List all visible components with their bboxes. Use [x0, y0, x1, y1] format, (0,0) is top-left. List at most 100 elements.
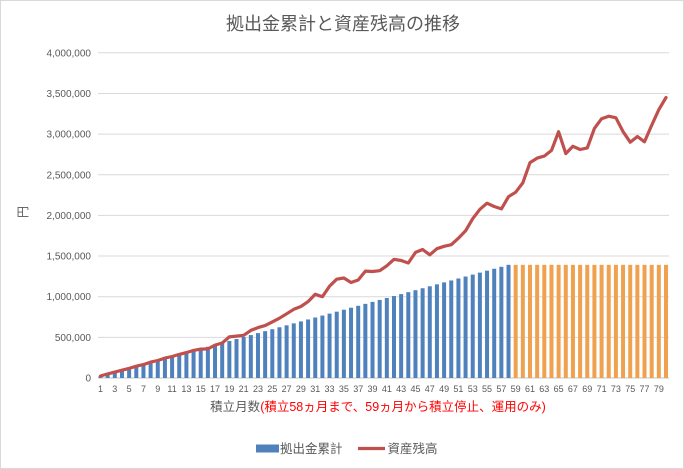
bar-month-7: [141, 364, 146, 378]
bar-month-16: [205, 346, 210, 378]
x-tick-label: 9: [155, 384, 160, 394]
x-axis-title-note: (積立58ヵ月まで、59ヵ月から積立停止、運用のみ): [260, 399, 546, 414]
x-tick-label: 3: [112, 384, 117, 394]
bar-month-37: [356, 305, 361, 378]
bar-month-22: [248, 335, 253, 378]
bar-month-65: [556, 264, 561, 378]
bar-month-42: [391, 296, 396, 378]
x-axis-title-main: 積立月数: [210, 399, 261, 414]
y-tick-label: 2,000,000: [47, 211, 92, 222]
x-tick-label: 23: [253, 384, 263, 394]
bar-month-20: [234, 338, 239, 378]
bar-month-75: [628, 264, 633, 378]
legend-swatch-bar: [256, 444, 279, 453]
x-tick-label: 75: [625, 384, 635, 394]
x-tick-label: 53: [468, 384, 478, 394]
x-tick-label: 65: [554, 384, 564, 394]
legend: 拠出金累計 資産残高: [256, 441, 438, 456]
bar-month-49: [442, 282, 447, 378]
bar-month-33: [327, 313, 332, 378]
x-tick-label: 13: [181, 384, 191, 394]
bar-month-27: [284, 325, 289, 378]
bar-month-73: [613, 264, 618, 378]
bar-month-60: [520, 264, 525, 378]
legend-label-balance: 資産残高: [388, 441, 438, 456]
bar-month-52: [463, 276, 468, 378]
chart-title: 拠出金累計と資産残高の推移: [226, 14, 460, 34]
x-axis-labels: 1 3 5 7 9 11 13 15 17 19 21 23 25 27 29 31 33 35 37 39 41 43 4…: [98, 384, 664, 394]
bar-month-64: [549, 264, 554, 378]
x-tick-label: 79: [654, 384, 664, 394]
x-tick-label: 19: [224, 384, 234, 394]
bar-month-62: [535, 264, 540, 378]
x-tick-label: 43: [396, 384, 406, 394]
bar-month-14: [191, 350, 196, 378]
y-tick-label: 0: [85, 374, 91, 385]
bar-month-13: [184, 352, 189, 378]
bar-month-56: [492, 268, 497, 378]
x-tick-label: 77: [640, 384, 650, 394]
x-tick-label: 49: [439, 384, 449, 394]
x-tick-label: 31: [310, 384, 320, 394]
bar-month-9: [155, 360, 160, 378]
x-tick-label: 55: [482, 384, 492, 394]
x-tick-label: 47: [425, 384, 435, 394]
x-tick-label: 59: [511, 384, 521, 394]
x-tick-label: 39: [368, 384, 378, 394]
x-tick-label: 1: [98, 384, 103, 394]
x-tick-label: 45: [410, 384, 420, 394]
bar-month-11: [170, 356, 175, 378]
x-tick-label: 41: [382, 384, 392, 394]
x-tick-label: 29: [296, 384, 306, 394]
bar-month-69: [585, 264, 590, 378]
bar-month-67: [570, 264, 575, 378]
bar-month-53: [470, 274, 475, 378]
x-tick-label: 21: [239, 384, 249, 394]
x-tick-label: 57: [496, 384, 506, 394]
bar-month-55: [485, 270, 490, 378]
x-tick-label: 61: [525, 384, 535, 394]
bar-month-79: [656, 264, 661, 378]
bar-month-77: [642, 264, 647, 378]
bar-month-18: [220, 342, 225, 378]
bar-month-51: [456, 278, 461, 378]
bar-month-3: [112, 372, 117, 378]
x-tick-label: 7: [141, 384, 146, 394]
bar-month-43: [399, 294, 404, 378]
y-tick-label: 4,000,000: [47, 48, 92, 59]
bar-month-12: [177, 354, 182, 378]
bar-month-38: [363, 303, 368, 378]
bar-month-58: [506, 264, 511, 378]
bar-month-26: [277, 327, 282, 378]
bar-month-41: [384, 298, 389, 378]
bar-month-24: [263, 331, 268, 378]
y-tick-label: 1,500,000: [47, 252, 92, 263]
bar-month-57: [499, 266, 504, 378]
bar-month-5: [127, 368, 132, 378]
x-tick-label: 51: [453, 384, 463, 394]
bar-month-39: [370, 301, 375, 378]
bar-month-19: [227, 340, 232, 378]
bar-month-21: [241, 337, 246, 378]
x-tick-label: 15: [196, 384, 206, 394]
bar-month-47: [427, 286, 432, 378]
bar-month-30: [306, 319, 311, 378]
x-tick-label: 27: [282, 384, 292, 394]
bar-month-74: [621, 264, 626, 378]
bar-month-34: [334, 311, 339, 378]
bar-month-15: [198, 348, 203, 378]
bar-month-48: [434, 284, 439, 378]
bar-series-contributions: [98, 264, 668, 378]
bar-month-80: [664, 264, 668, 378]
bar-month-6: [134, 366, 139, 378]
x-tick-label: 67: [568, 384, 578, 394]
bar-month-71: [599, 264, 604, 378]
bar-month-54: [477, 272, 482, 378]
y-tick-label: 2,500,000: [47, 170, 92, 181]
bar-month-76: [635, 264, 640, 378]
bar-month-70: [592, 264, 597, 378]
bar-month-31: [313, 317, 318, 378]
y-tick-label: 3,000,000: [47, 130, 92, 141]
